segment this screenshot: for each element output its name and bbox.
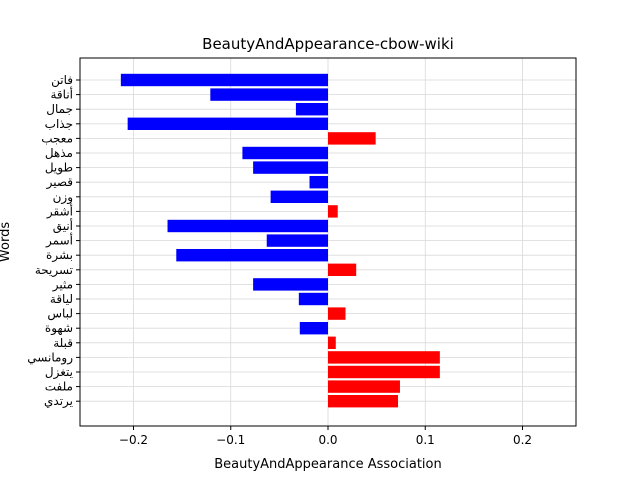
- bar: [298, 292, 328, 306]
- bar: [309, 176, 328, 189]
- y-tick-label: جمال: [46, 102, 73, 116]
- x-tick-label: −0.1: [216, 433, 245, 447]
- y-tick-label: قبلة: [53, 336, 73, 350]
- y-tick-label: أشقر: [46, 203, 73, 219]
- bar: [328, 132, 376, 145]
- y-tick-label: أناقة: [51, 87, 74, 102]
- x-tick-label: 0.0: [318, 433, 337, 447]
- bar: [270, 190, 328, 203]
- y-tick-label: رومانسي: [27, 350, 73, 365]
- bar: [253, 161, 328, 174]
- x-ticks: −0.2 −0.1 0.0 0.1 0.2: [119, 426, 532, 447]
- y-tick-label: يتغزل: [45, 365, 73, 380]
- y-tick-label: مذهل: [45, 146, 73, 160]
- bar: [328, 263, 357, 276]
- bar: [242, 146, 328, 160]
- x-axis-label: BeautyAndAppearance Association: [214, 457, 442, 472]
- y-tick-label: يرتدي: [44, 394, 73, 409]
- chart-title: BeautyAndAppearance-cbow-wiki: [202, 35, 454, 53]
- y-axis-label: Words: [0, 222, 13, 262]
- bar: [328, 365, 440, 379]
- bar: [328, 307, 346, 320]
- y-tick-label: تسريحة: [35, 263, 73, 278]
- bar: [328, 380, 400, 393]
- bar: [328, 205, 338, 218]
- y-tick-label: طويل: [45, 161, 73, 176]
- x-tick-label: 0.2: [513, 433, 532, 447]
- y-tick-label: قصير: [46, 175, 73, 190]
- y-ticks: فاتنأناقةجمالجذابمعجبمذهلطويلقصيروزنأشقر…: [27, 73, 80, 409]
- y-tick-label: لياقة: [50, 292, 73, 306]
- x-tick-label: −0.2: [119, 433, 148, 447]
- y-tick-label: أنيق: [53, 218, 73, 234]
- bar: [328, 351, 440, 364]
- y-tick-label: لباس: [47, 307, 73, 322]
- bar: [253, 278, 328, 291]
- y-tick-label: جذاب: [45, 117, 73, 131]
- bar: [176, 249, 328, 262]
- bar: [328, 336, 336, 349]
- y-tick-label: بشرة: [46, 248, 73, 263]
- y-tick-label: فاتن: [51, 73, 73, 88]
- bar: [127, 117, 328, 130]
- y-tick-label: مثير: [52, 277, 73, 292]
- bars: [120, 73, 440, 408]
- y-tick-label: معجب: [41, 131, 73, 145]
- bar: [120, 73, 328, 87]
- y-tick-label: أسمر: [45, 233, 73, 249]
- bar: [167, 219, 328, 233]
- bar: [266, 234, 328, 247]
- bar: [328, 395, 399, 408]
- y-tick-label: ملفت: [45, 380, 73, 394]
- y-tick-label: شهوة: [45, 321, 73, 336]
- bar: [210, 88, 328, 101]
- bar: [295, 103, 328, 116]
- x-tick-label: 0.1: [416, 433, 435, 447]
- bar: [299, 322, 328, 335]
- y-tick-label: وزن: [53, 190, 73, 205]
